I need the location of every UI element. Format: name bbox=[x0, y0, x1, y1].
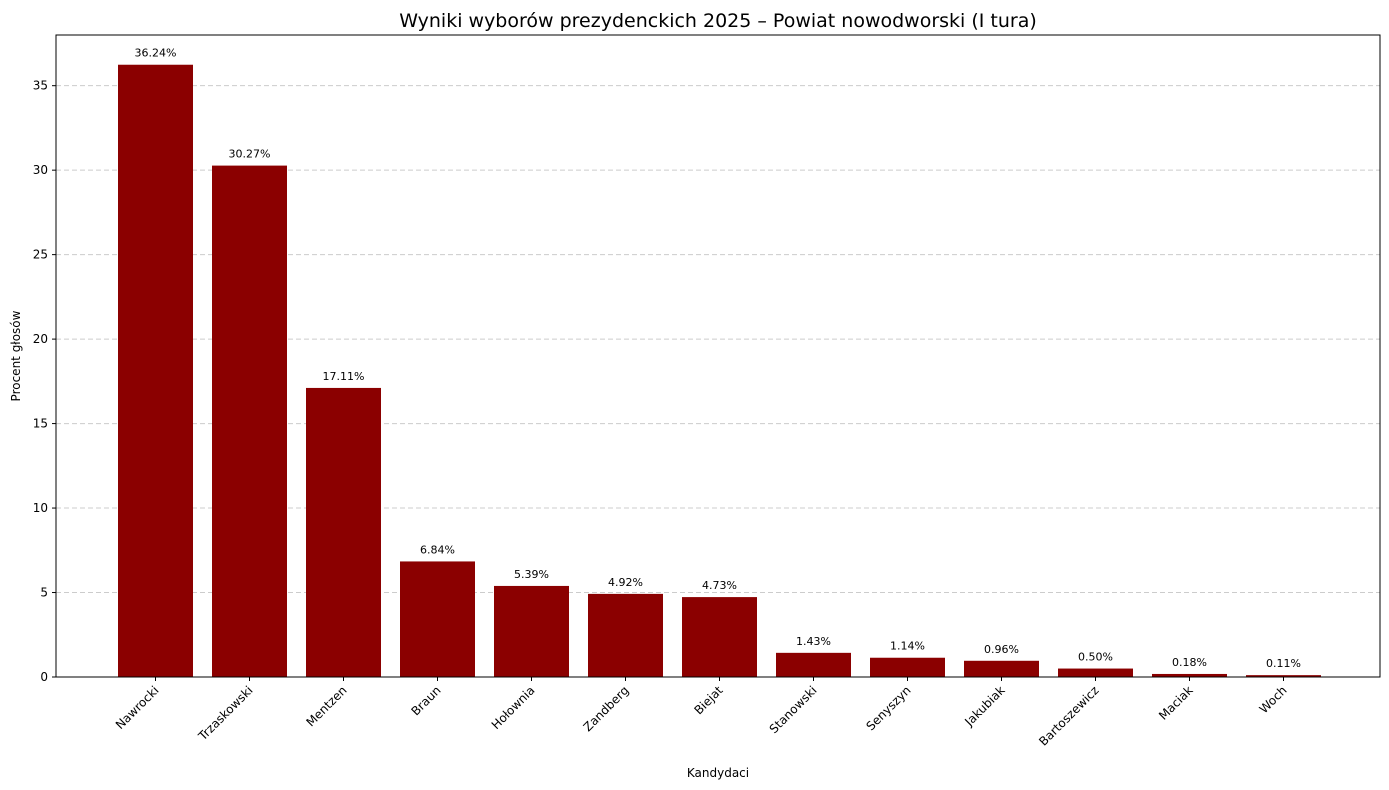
x-tick-label: Stanowski bbox=[767, 683, 820, 736]
bar-value-label: 4.92% bbox=[608, 576, 643, 589]
x-tick-label: Woch bbox=[1257, 683, 1290, 716]
y-tick-label: 0 bbox=[40, 670, 48, 684]
bar bbox=[1058, 668, 1133, 677]
bar bbox=[212, 165, 287, 677]
y-tick-label: 25 bbox=[33, 248, 48, 262]
bar-value-label: 17.11% bbox=[323, 370, 365, 383]
x-tick-label: Nawrocki bbox=[113, 683, 162, 732]
bar-value-label: 0.50% bbox=[1078, 651, 1113, 664]
bar-value-label: 6.84% bbox=[420, 543, 455, 556]
x-tick-label: Maciak bbox=[1156, 683, 1196, 723]
x-tick-label: Senyszyn bbox=[863, 683, 913, 733]
bar bbox=[306, 387, 381, 677]
y-tick-label: 5 bbox=[40, 586, 48, 600]
bar-value-label: 0.96% bbox=[984, 643, 1019, 656]
y-tick-label: 10 bbox=[33, 501, 48, 515]
bar-value-label: 0.18% bbox=[1172, 656, 1207, 669]
bar bbox=[400, 561, 475, 677]
bar-value-label: 4.73% bbox=[702, 579, 737, 592]
plot-frame bbox=[55, 34, 1381, 678]
x-tick-label: Mentzen bbox=[303, 683, 349, 729]
y-tick-label: 30 bbox=[33, 163, 48, 177]
bar-value-labels: 36.24% 30.27% 17.11% 6.84% 5.39% 4.92% 4.73% 1.… bbox=[135, 47, 1301, 670]
bar bbox=[588, 593, 663, 677]
bar bbox=[118, 64, 193, 677]
y-tick-label: 35 bbox=[33, 79, 48, 93]
bar-value-label: 36.24% bbox=[135, 47, 177, 60]
bars bbox=[118, 64, 1321, 677]
x-tick-label: Jakubiak bbox=[961, 683, 1007, 729]
bar-value-label: 30.27% bbox=[229, 148, 271, 161]
bar-value-label: 1.14% bbox=[890, 640, 925, 653]
x-tick-label: Trzaskowski bbox=[195, 683, 256, 744]
x-axis-label: Kandydaci bbox=[687, 766, 749, 780]
y-tick-label: 15 bbox=[33, 417, 48, 431]
bar bbox=[1246, 675, 1321, 677]
x-tick-label: Braun bbox=[408, 683, 443, 718]
bar-value-label: 0.11% bbox=[1266, 657, 1301, 670]
bar bbox=[1152, 673, 1227, 677]
y-axis-label: Procent głosów bbox=[9, 310, 23, 401]
bar bbox=[494, 585, 569, 677]
y-tick-label: 20 bbox=[33, 332, 48, 346]
bar bbox=[870, 657, 945, 677]
chart-title: Wyniki wyborów prezydenckich 2025 – Powi… bbox=[399, 10, 1037, 32]
bar bbox=[776, 652, 851, 677]
x-tick-label: Hołownia bbox=[489, 683, 538, 732]
x-tick-label: Zandberg bbox=[581, 683, 632, 734]
bar bbox=[964, 660, 1039, 677]
y-axis: 0 5 10 15 20 25 30 35 bbox=[33, 79, 56, 684]
x-tick-label: Biejat bbox=[691, 683, 725, 717]
bar bbox=[682, 597, 757, 677]
x-axis: Nawrocki Trzaskowski Mentzen Braun Hołownia Z… bbox=[113, 677, 1290, 749]
bar-value-label: 5.39% bbox=[514, 568, 549, 581]
bar-value-label: 1.43% bbox=[796, 635, 831, 648]
x-tick-label: Bartoszewicz bbox=[1036, 683, 1101, 748]
